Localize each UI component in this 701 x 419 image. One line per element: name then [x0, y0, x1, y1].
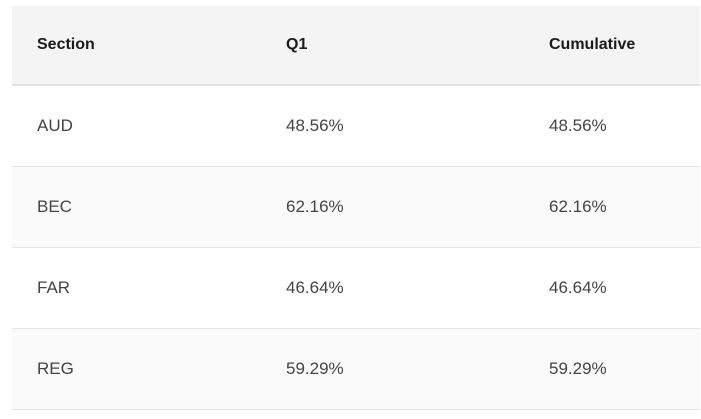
pass-rate-table-container: Section Q1 Cumulative AUD 48.56% 48.56% … [12, 6, 700, 410]
table-row: BEC 62.16% 62.16% [12, 166, 700, 248]
cell-section: REG [12, 328, 286, 410]
cell-q1: 46.64% [286, 247, 549, 329]
cell-q1: 62.16% [286, 166, 549, 248]
cell-q1: 59.29% [286, 328, 549, 410]
cell-cumulative: 46.64% [549, 247, 700, 329]
table-row: REG 59.29% 59.29% [12, 328, 700, 410]
cell-cumulative: 48.56% [549, 85, 700, 167]
header-row: Section Q1 Cumulative [12, 6, 700, 86]
cell-cumulative: 62.16% [549, 166, 700, 248]
table-header: Section Q1 Cumulative [12, 6, 700, 86]
cell-cumulative: 59.29% [549, 328, 700, 410]
cell-q1: 48.56% [286, 85, 549, 167]
table-row: FAR 46.64% 46.64% [12, 247, 700, 329]
table-body: AUD 48.56% 48.56% BEC 62.16% 62.16% FAR … [12, 85, 700, 410]
table-row: AUD 48.56% 48.56% [12, 85, 700, 167]
header-q1: Q1 [286, 6, 549, 86]
header-section: Section [12, 6, 286, 86]
header-cumulative: Cumulative [549, 6, 700, 86]
cell-section: FAR [12, 247, 286, 329]
pass-rate-table: Section Q1 Cumulative AUD 48.56% 48.56% … [12, 6, 700, 410]
cell-section: BEC [12, 166, 286, 248]
cell-section: AUD [12, 85, 286, 167]
